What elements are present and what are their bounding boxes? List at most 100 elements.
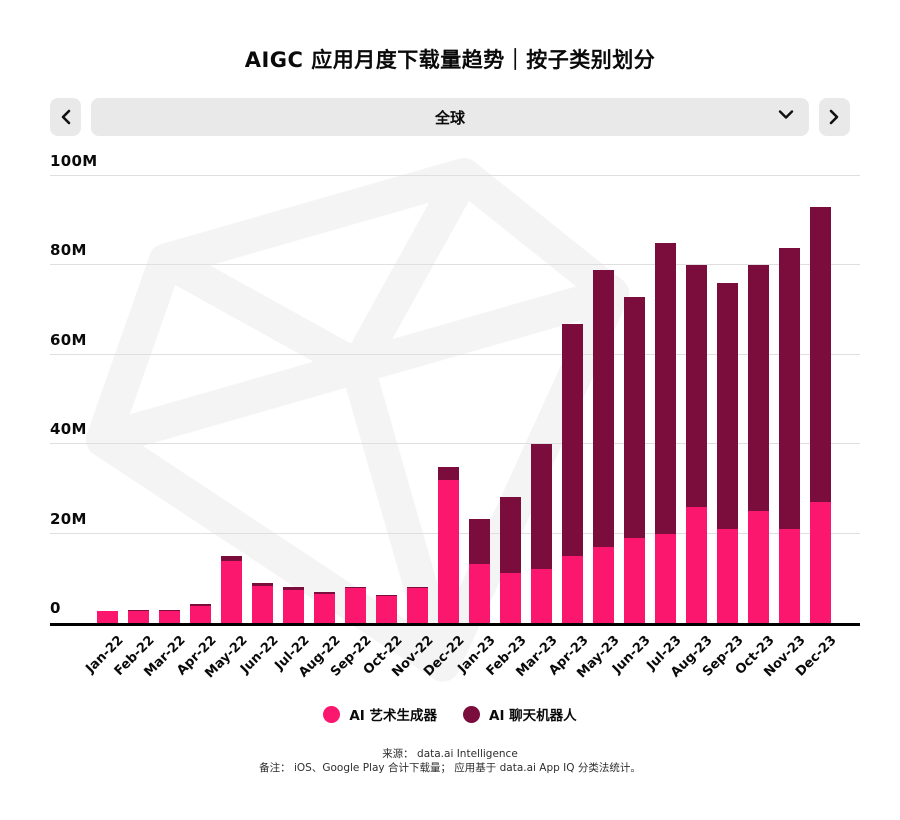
bar-segment-art-generator — [561, 555, 583, 623]
legend-item-art-generator[interactable]: AI 艺术生成器 — [323, 704, 437, 724]
bar-Feb-23[interactable] — [499, 497, 521, 623]
bar-segment-chatbot — [530, 444, 552, 570]
bar-segment-chatbot — [654, 243, 676, 534]
bar-segment-art-generator — [406, 587, 428, 623]
bar-Feb-22[interactable] — [127, 609, 149, 623]
bar-Aug-22[interactable] — [313, 591, 335, 623]
prev-region-button[interactable] — [50, 98, 81, 136]
bar-Mar-22[interactable] — [158, 610, 180, 623]
bar-Jun-22[interactable] — [251, 583, 273, 623]
y-tick-label-20M: 20M — [50, 509, 87, 528]
bar-segment-chatbot — [778, 247, 800, 530]
bar-segment-chatbot — [499, 497, 521, 574]
bar-segment-chatbot — [127, 609, 149, 612]
bar-May-23[interactable] — [592, 269, 614, 623]
bar-Jul-22[interactable] — [282, 587, 304, 623]
bar-Apr-22[interactable] — [189, 604, 211, 623]
y-tick-label-0: 0 — [50, 599, 61, 617]
bar-Oct-23[interactable] — [747, 265, 769, 623]
bar-segment-chatbot — [623, 296, 645, 539]
bar-Mar-23[interactable] — [530, 444, 552, 623]
region-select-value: 全球 — [434, 108, 465, 127]
bar-segment-chatbot — [313, 591, 335, 594]
bar-segment-chatbot — [716, 283, 738, 530]
y-tick-label-40M: 40M — [50, 420, 87, 439]
bar-segment-chatbot — [282, 587, 304, 590]
bar-segment-art-generator — [220, 561, 242, 623]
bar-segment-art-generator — [96, 610, 118, 623]
bar-segment-art-generator — [344, 587, 366, 623]
bar-segment-chatbot — [375, 595, 397, 597]
bar-segment-art-generator — [716, 529, 738, 623]
gridline-60M — [50, 353, 860, 355]
region-controls: 全球 — [50, 98, 850, 136]
bar-segment-chatbot — [158, 610, 180, 612]
bar-segment-art-generator — [654, 533, 676, 623]
bar-segment-art-generator — [468, 564, 490, 623]
bar-segment-chatbot — [809, 207, 831, 503]
bar-May-22[interactable] — [220, 555, 242, 623]
art-generator-legend-dot-icon — [323, 705, 341, 723]
bar-segment-art-generator — [189, 606, 211, 623]
bar-segment-art-generator — [778, 529, 800, 623]
bar-Apr-23[interactable] — [561, 323, 583, 623]
bar-segment-chatbot — [685, 265, 707, 507]
bar-Sep-23[interactable] — [716, 283, 738, 623]
bar-segment-art-generator — [437, 479, 459, 623]
bar-segment-art-generator — [809, 502, 831, 623]
bar-segment-chatbot — [251, 583, 273, 587]
bar-segment-art-generator — [592, 547, 614, 623]
bar-segment-chatbot — [747, 265, 769, 512]
bar-Nov-22[interactable] — [406, 586, 428, 623]
chatbot-legend-dot-icon — [463, 705, 480, 723]
y-tick-label-100M: 100M — [50, 152, 98, 170]
chart-title: AIGC 应用月度下载量趋势｜按子类别划分 — [244, 48, 656, 72]
bar-Oct-22[interactable] — [375, 595, 397, 623]
chevron-right-icon — [829, 109, 839, 125]
bar-Jan-22[interactable] — [96, 610, 118, 623]
legend-label: AI 聊天机器人 — [489, 708, 577, 724]
bar-segment-chatbot — [406, 586, 428, 588]
legend-item-chatbot[interactable]: AI 聊天机器人 — [463, 704, 577, 724]
bar-segment-art-generator — [530, 569, 552, 623]
bar-segment-art-generator — [747, 511, 769, 623]
y-tick-label-60M: 60M — [50, 330, 87, 349]
bar-segment-chatbot — [437, 466, 459, 480]
bar-segment-chatbot — [592, 269, 614, 548]
gridline-80M — [50, 264, 860, 266]
bar-segment-chatbot — [189, 604, 211, 607]
chart-legend: AI 艺术生成器 AI 聊天机器人 — [0, 704, 900, 724]
y-tick-label-80M: 80M — [50, 241, 87, 260]
bar-segment-art-generator — [127, 611, 149, 623]
bar-segment-chatbot — [468, 519, 490, 564]
next-region-button[interactable] — [819, 98, 850, 136]
region-select[interactable]: 全球 — [91, 98, 809, 136]
chevron-left-icon — [61, 109, 71, 125]
bar-segment-chatbot — [220, 555, 242, 562]
bar-Sep-22[interactable] — [344, 586, 366, 623]
bar-Jan-23[interactable] — [468, 519, 490, 623]
legend-label: AI 艺术生成器 — [349, 708, 437, 724]
chart-footnotes: 来源： data.ai Intelligence 备注： iOS、Google … — [0, 747, 900, 775]
bar-Nov-23[interactable] — [778, 247, 800, 623]
plot-area: 0 20M 40M 60M 80M 100M Jan-22 Feb-22 Mar-22 Apr-2… — [50, 152, 860, 681]
bar-segment-art-generator — [375, 596, 397, 623]
source-note: 来源： data.ai Intelligence — [382, 748, 518, 760]
bar-segment-art-generator — [158, 611, 180, 623]
chevron-down-icon — [778, 110, 794, 119]
bar-Dec-23[interactable] — [809, 207, 831, 623]
bar-segment-art-generator — [251, 586, 273, 623]
bar-segment-chatbot — [561, 323, 583, 556]
bar-segment-chatbot — [344, 586, 366, 588]
gridline-40M — [50, 443, 860, 445]
bar-segment-art-generator — [313, 593, 335, 623]
bar-segment-art-generator — [282, 589, 304, 623]
bar-Jun-23[interactable] — [623, 296, 645, 623]
bar-segment-art-generator — [499, 573, 521, 623]
bar-segment-art-generator — [623, 538, 645, 623]
bar-Dec-22[interactable] — [437, 466, 459, 623]
bar-Jul-23[interactable] — [654, 243, 676, 623]
bar-Aug-23[interactable] — [685, 265, 707, 623]
bar-segment-art-generator — [685, 506, 707, 623]
methodology-note: 备注： iOS、Google Play 合计下载量； 应用基于 data.ai … — [259, 762, 641, 774]
